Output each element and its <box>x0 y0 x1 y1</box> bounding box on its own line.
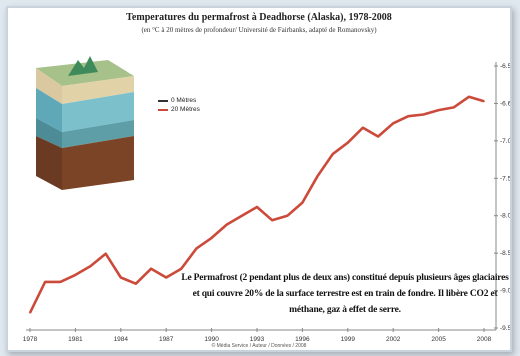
data-point <box>407 115 410 118</box>
x-tick-label: 1993 <box>250 336 265 343</box>
y-tick-label: -9.0 <box>500 288 512 295</box>
illustration-layer-sand-right <box>62 76 134 104</box>
data-point <box>135 282 137 285</box>
x-tick-label: 1984 <box>114 336 129 343</box>
illustration-layer-deep-right <box>62 120 134 148</box>
y-ticks: -6.5 -6.6 -7.0 -7.5 -8.0 -8.5 -9.0 -9.5 <box>494 63 512 332</box>
data-point <box>241 215 243 217</box>
x-tick-label: 2008 <box>477 336 492 343</box>
data-point <box>392 122 395 125</box>
x-tick-label: 1990 <box>204 336 219 343</box>
data-point <box>180 267 183 270</box>
x-ticks: 1978 1981 1984 1987 1990 1993 1996 1999 2002 2005… <box>23 328 492 343</box>
legend-entry-0: 0 Mètres <box>158 96 236 105</box>
data-point <box>225 223 228 226</box>
chart-subtitle: (en °C à 20 mètres de profondeur/ Univer… <box>141 26 377 34</box>
data-point <box>89 265 92 267</box>
data-point <box>483 100 485 103</box>
y-tick-label: -6.5 <box>500 63 512 70</box>
legend: 0 Mètres 20 Mètres <box>158 96 236 114</box>
data-point <box>286 215 289 217</box>
data-point <box>120 276 122 279</box>
data-point <box>422 113 425 116</box>
legend-swatch-1 <box>158 108 168 111</box>
data-point <box>150 267 152 270</box>
legend-label-0: 0 Mètres <box>171 97 197 104</box>
x-tick-label: 2002 <box>386 336 401 343</box>
data-point <box>362 126 364 129</box>
x-tick-label: 1978 <box>23 336 38 343</box>
legend-label-1: 20 Mètres <box>171 106 200 113</box>
data-point <box>452 106 455 109</box>
y-tick-label: -7.5 <box>500 175 512 182</box>
data-point <box>59 281 62 283</box>
data-point <box>301 201 304 204</box>
chart-plot: -6.5 -6.6 -7.0 -7.5 -8.0 -8.5 -9.0 -9.5 1978 198… <box>23 56 512 343</box>
y-tick-label: -9.5 <box>500 325 512 332</box>
source-footer: © Média Service / Auteur / Données / 200… <box>211 343 307 349</box>
illustration-layer-ice-left <box>36 88 62 132</box>
data-point <box>165 276 167 279</box>
x-tick-label: 1987 <box>159 336 174 343</box>
data-point <box>316 175 319 177</box>
data-point <box>347 141 349 144</box>
y-tick-label: -8.5 <box>500 250 512 257</box>
chart-frame: Temperatures du permafrost à Deadhorse (… <box>6 6 512 352</box>
data-point <box>44 281 46 283</box>
illustration-layer-rock-left <box>36 136 62 190</box>
x-tick-label: 2005 <box>431 336 446 343</box>
data-point <box>195 247 198 250</box>
data-point <box>437 109 440 111</box>
data-point <box>377 135 379 138</box>
chart-title: Temperatures du permafrost à Deadhorse (… <box>126 12 392 23</box>
data-point <box>468 96 470 98</box>
annotation-text: Le Permafrost (2 pendant plus de deux an… <box>181 273 509 315</box>
y-tick-label: -6.6 <box>500 100 512 107</box>
data-point <box>256 206 258 208</box>
data-point <box>74 274 77 276</box>
illustration-layer-deep-left <box>36 118 62 148</box>
y-tick-label: -8.0 <box>500 213 512 220</box>
y-tick-label: -7.0 <box>500 138 512 145</box>
illustration-layer-sand-left <box>36 68 62 104</box>
x-tick-label: 1981 <box>68 336 83 343</box>
data-point <box>29 311 31 314</box>
series-group <box>28 95 485 314</box>
x-tick-label: 1996 <box>295 336 310 343</box>
legend-entry-1: 20 Mètres <box>158 105 236 114</box>
x-tick-label: 1999 <box>341 336 356 343</box>
data-point <box>104 252 107 255</box>
legend-swatch-0 <box>158 99 168 102</box>
data-point <box>210 237 213 239</box>
data-point <box>271 219 273 222</box>
data-point <box>331 153 334 155</box>
illustration-layer-rock-right <box>62 136 134 190</box>
illustration-layer-ice-right <box>62 92 134 132</box>
permafrost-illustration <box>36 56 134 190</box>
illustration-tree <box>68 56 98 76</box>
